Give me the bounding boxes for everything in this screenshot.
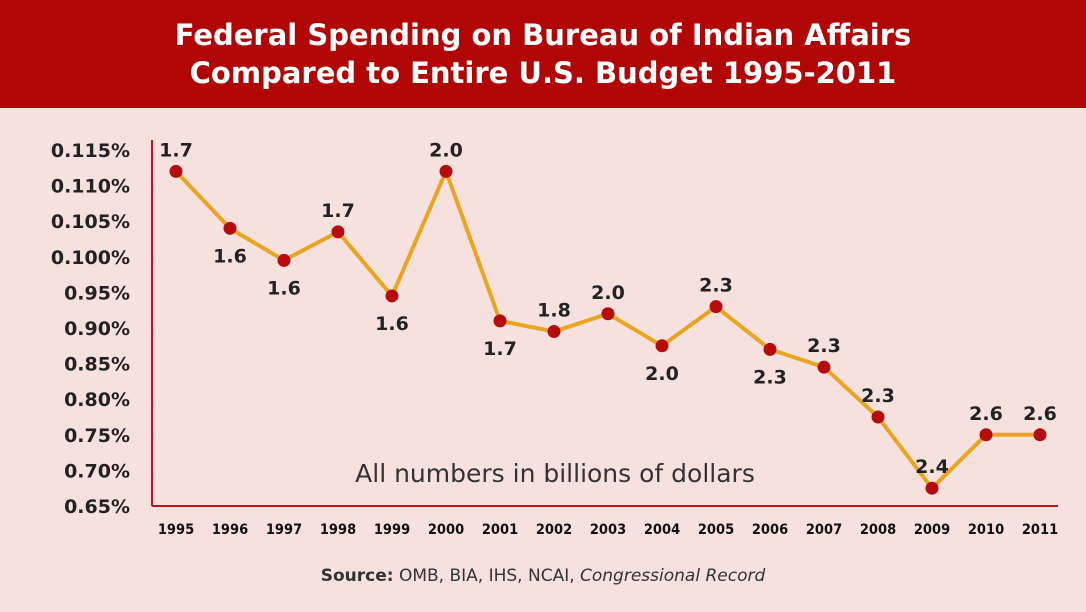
data-label: 1.6 — [375, 313, 409, 335]
data-point — [223, 221, 237, 235]
x-tick-label: 2002 — [536, 522, 572, 538]
data-label-layer: 1.7 1.6 1.6 1.7 1.6 2.0 1.7 1.8 2.0 2.0 2.3 2.3 2.3 2… — [159, 139, 1057, 478]
x-tick-label: 1999 — [374, 522, 410, 538]
y-tick-label: 0.70% — [64, 460, 130, 482]
x-tick-label: 2004 — [644, 522, 680, 538]
y-tick-label: 0.115% — [51, 140, 130, 162]
x-tick-label: 1996 — [212, 522, 248, 538]
x-tick-label: 2011 — [1022, 522, 1058, 538]
data-label: 2.3 — [699, 275, 733, 297]
y-tick-label: 0.90% — [64, 318, 130, 340]
data-point — [547, 325, 561, 339]
data-label: 2.3 — [807, 335, 841, 357]
x-tick-label: 2005 — [698, 522, 734, 538]
y-axis-tick-labels: 0.65% 0.70% 0.75% 0.80% 0.85% 0.90% 0.95% 0.100… — [51, 140, 130, 518]
data-point — [925, 481, 939, 495]
y-tick-label: 0.85% — [64, 354, 130, 376]
data-point — [439, 164, 453, 178]
x-tick-label: 2009 — [914, 522, 950, 538]
x-tick-label: 1998 — [320, 522, 356, 538]
source-label: Source: — [320, 566, 394, 586]
title-banner: Federal Spending on Bureau of Indian Aff… — [0, 0, 1086, 108]
data-point — [979, 428, 993, 442]
data-label: 2.6 — [969, 403, 1003, 425]
data-point — [871, 410, 885, 424]
data-label: 1.8 — [537, 300, 571, 322]
data-label: 1.6 — [213, 245, 247, 267]
y-tick-label: 0.80% — [64, 389, 130, 411]
source-publication: Congressional Record — [580, 566, 766, 586]
data-point — [817, 360, 831, 374]
data-label: 1.7 — [483, 338, 517, 360]
chart-axes — [151, 140, 1058, 507]
x-tick-label: 2008 — [860, 522, 896, 538]
data-point-layer — [169, 164, 1047, 495]
y-tick-label: 0.110% — [51, 176, 130, 198]
data-label: 2.0 — [591, 282, 625, 304]
y-tick-label: 0.95% — [64, 282, 130, 304]
x-tick-label: 1995 — [158, 522, 194, 538]
source-line: Source: OMB, BIA, IHS, NCAI, Congression… — [0, 566, 1086, 586]
data-label: 2.6 — [1023, 403, 1057, 425]
data-label: 2.3 — [861, 385, 895, 407]
data-point — [331, 225, 345, 239]
data-label: 2.3 — [753, 366, 787, 388]
data-label: 2.0 — [645, 363, 679, 385]
line-chart: 0.65% 0.70% 0.75% 0.80% 0.85% 0.90% 0.95% 0.100… — [51, 139, 1058, 538]
y-tick-label: 0.105% — [51, 211, 130, 233]
data-label: 1.6 — [267, 277, 301, 299]
y-tick-label: 0.65% — [64, 496, 130, 518]
y-tick-label: 0.75% — [64, 425, 130, 447]
data-point — [601, 307, 615, 321]
data-label: 1.7 — [321, 200, 355, 222]
series-line — [174, 169, 1042, 491]
units-note: All numbers in billions of dollars — [355, 459, 755, 488]
x-tick-label: 2006 — [752, 522, 788, 538]
chart-title-line-2: Compared to Entire U.S. Budget 1995-2011 — [189, 56, 897, 90]
data-label: 2.0 — [429, 139, 463, 161]
x-tick-label: 2003 — [590, 522, 626, 538]
data-label: 1.7 — [159, 139, 193, 161]
data-point — [385, 289, 399, 303]
x-tick-label: 1997 — [266, 522, 302, 538]
data-point — [277, 253, 291, 267]
data-point — [493, 314, 507, 328]
data-label: 2.4 — [915, 456, 949, 478]
y-tick-label: 0.100% — [51, 247, 130, 269]
x-tick-label: 2007 — [806, 522, 842, 538]
data-point — [655, 339, 669, 353]
series-line-layer — [174, 169, 1042, 491]
chart-title-line-1: Federal Spending on Bureau of Indian Aff… — [174, 18, 912, 52]
x-tick-label: 2000 — [428, 522, 464, 538]
data-point — [169, 164, 183, 178]
data-point — [1033, 428, 1047, 442]
data-point — [709, 300, 723, 314]
x-tick-label: 2001 — [482, 522, 518, 538]
x-tick-label: 2010 — [968, 522, 1004, 538]
source-text: OMB, BIA, IHS, NCAI, — [393, 566, 581, 586]
x-axis-tick-labels: 1995 1996 1997 1998 1999 2000 2001 2002 2003 2004… — [158, 522, 1058, 538]
data-point — [763, 342, 777, 356]
